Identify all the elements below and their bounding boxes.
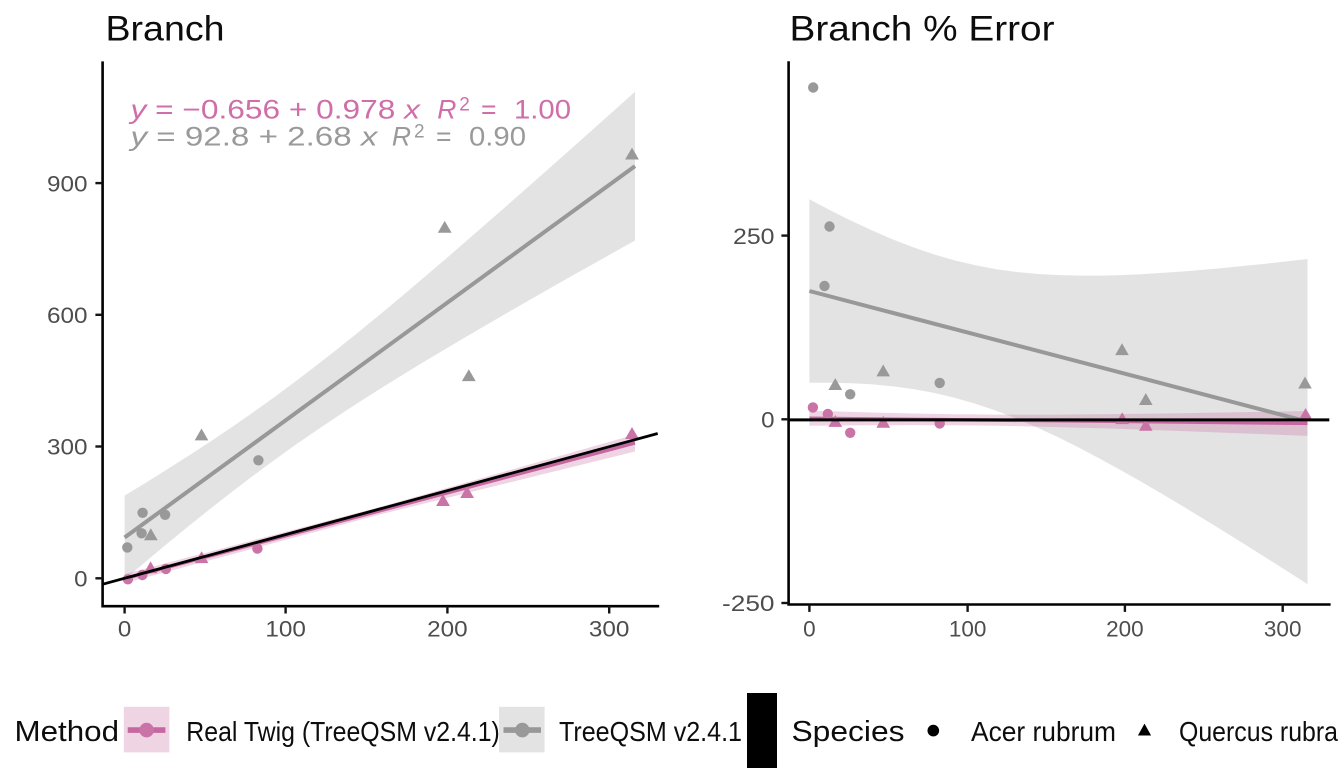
svg-text:R: R xyxy=(437,95,456,125)
svg-text:Method: Method xyxy=(15,716,120,748)
svg-text:=: = xyxy=(436,122,451,152)
svg-text:-250: -250 xyxy=(722,591,775,616)
svg-text:0: 0 xyxy=(761,408,774,433)
svg-text:200: 200 xyxy=(1106,617,1144,642)
svg-text:0: 0 xyxy=(803,617,816,642)
svg-text:Quercus rubra: Quercus rubra xyxy=(1179,716,1338,747)
svg-text:900: 900 xyxy=(47,171,88,196)
svg-text:200: 200 xyxy=(427,617,468,642)
svg-text:Species: Species xyxy=(792,716,905,748)
svg-text:0: 0 xyxy=(74,567,87,592)
svg-text:R: R xyxy=(392,122,411,152)
svg-text:=: = xyxy=(481,95,496,125)
svg-text:100: 100 xyxy=(265,617,306,642)
svg-text:600: 600 xyxy=(47,303,88,328)
svg-text:Branch: Branch xyxy=(106,10,225,49)
svg-text:100: 100 xyxy=(949,617,987,642)
svg-text:Acer rubrum: Acer rubrum xyxy=(971,716,1116,747)
svg-text:y = −0.656 + 0.978 x: y = −0.656 + 0.978 x xyxy=(128,95,422,125)
svg-text:0: 0 xyxy=(118,617,131,642)
svg-text:2: 2 xyxy=(414,122,425,143)
svg-text:Real Twig (TreeQSM v2.4.1): Real Twig (TreeQSM v2.4.1) xyxy=(186,716,500,747)
svg-text:250: 250 xyxy=(733,224,775,249)
svg-text:300: 300 xyxy=(589,617,630,642)
svg-text:TreeQSM v2.4.1: TreeQSM v2.4.1 xyxy=(559,716,742,747)
svg-text:y = 92.8 + 2.68 x: y = 92.8 + 2.68 x xyxy=(128,122,380,152)
svg-text:300: 300 xyxy=(1264,617,1302,642)
svg-text:2: 2 xyxy=(459,95,470,116)
svg-text:1.00: 1.00 xyxy=(514,95,571,125)
svg-text:300: 300 xyxy=(47,435,88,460)
svg-text:0.90: 0.90 xyxy=(469,122,526,152)
svg-text:Branch % Error: Branch % Error xyxy=(790,10,1055,49)
